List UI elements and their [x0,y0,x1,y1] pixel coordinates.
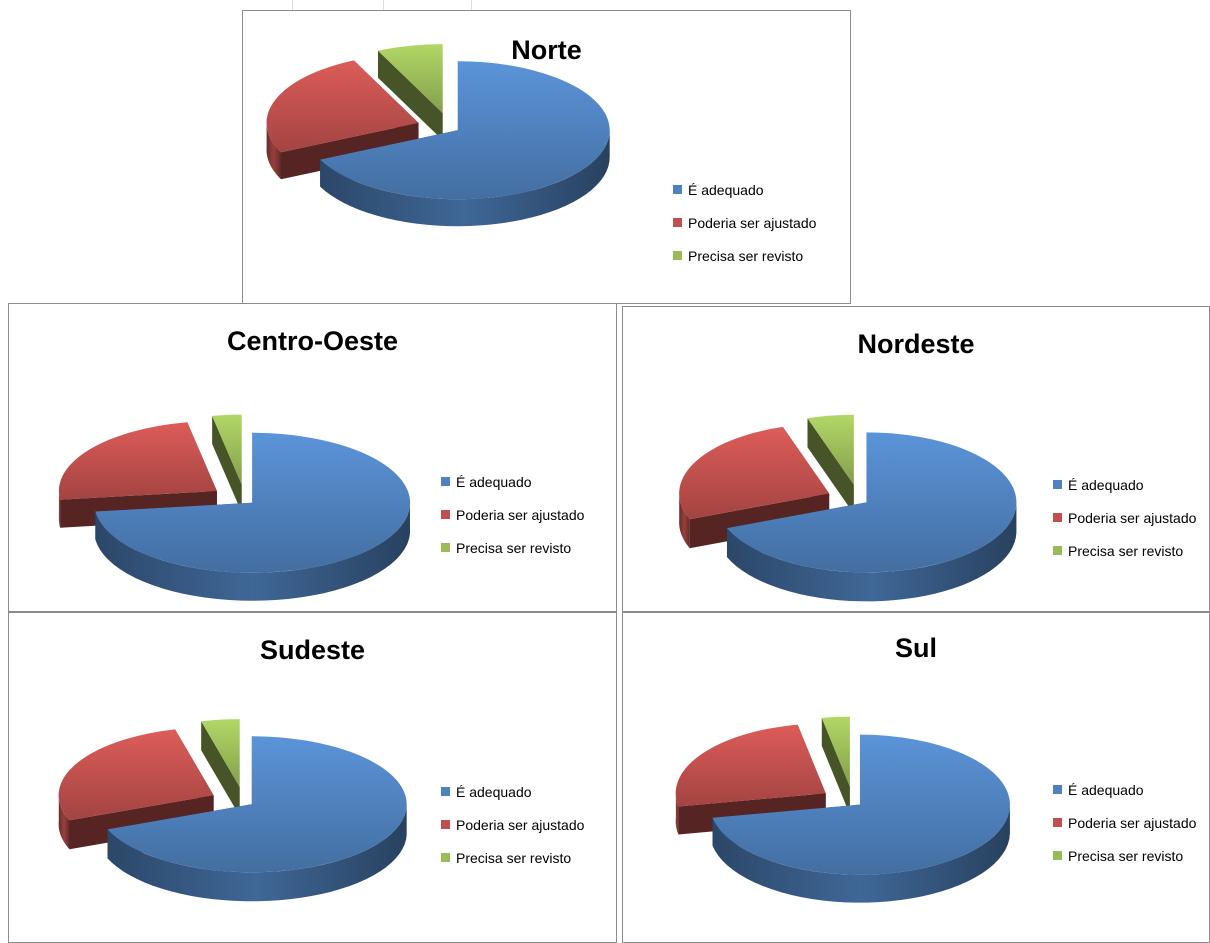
pie-plot [58,719,407,902]
chart-title: Sudeste [259,635,366,665]
legend: É adequado Poderia ser ajustado Precisa se… [441,465,584,564]
chart-title: Nordeste [857,329,975,359]
legend-label: Poderia ser ajustado [1068,509,1197,526]
pie-slice-ajustado [679,426,830,549]
pie-slice-revisto [807,414,854,514]
legend-label: É adequado [456,473,532,490]
chart-sul: Sul É adequado Poderia ser ajustado Precis… [622,612,1210,943]
legend-label: Poderia ser ajustado [688,214,817,231]
chart-nordeste: Nordeste É adequado Poderia ser ajustado P… [622,306,1210,612]
chart-title: Norte [511,35,582,65]
legend-swatch [1053,818,1062,827]
legend-item: É adequado [1053,773,1196,806]
legend-item: Poderia ser ajustado [441,498,584,531]
pie-slice-adequado [95,432,411,601]
legend-label: Poderia ser ajustado [456,816,585,833]
pie-plot [266,44,610,227]
legend-label: Poderia ser ajustado [1068,814,1197,831]
pie-slice-adequado [726,432,1017,602]
pie-slice-revisto [212,414,242,513]
legend-swatch [441,820,450,829]
legend-label: Precisa ser revisto [456,539,572,556]
legend-label: É adequado [688,181,764,198]
legend-swatch [441,543,450,552]
pie-slice-adequado [107,736,407,902]
legend-item: Poderia ser ajustado [441,808,584,841]
sheet-gridline [471,0,472,12]
legend-label: Precisa ser revisto [1068,847,1184,864]
legend-item: Poderia ser ajustado [673,206,816,239]
legend-swatch [441,853,450,862]
legend-item: É adequado [1053,468,1196,501]
legend-item: Precisa ser revisto [441,841,584,874]
legend-item: Precisa ser revisto [673,239,816,272]
pie-plot [679,414,1017,602]
legend-swatch [1053,513,1062,522]
legend-swatch [1053,851,1062,860]
pie-slice-revisto [821,716,850,815]
legend: É adequado Poderia ser ajustado Precisa se… [1053,468,1196,567]
legend-item: Precisa ser revisto [1053,534,1196,567]
pie-slice-ajustado [58,729,214,850]
sheet-gridline [292,0,293,12]
legend-item: Poderia ser ajustado [1053,806,1196,839]
legend-swatch [673,218,682,227]
legend-label: Precisa ser revisto [688,247,804,264]
chart-title: Centro-Oeste [226,326,399,356]
chart-norte: Norte É adequado Poderia ser ajustado Prec… [242,10,851,304]
legend-label: É adequado [1068,476,1144,493]
legend-label: Precisa ser revisto [1068,542,1184,559]
legend-label: É adequado [456,783,532,800]
chart-title: Sul [894,633,937,663]
legend-label: Precisa ser revisto [456,849,572,866]
legend-swatch [1053,785,1062,794]
legend: É adequado Poderia ser ajustado Precisa se… [1053,773,1196,872]
pie-slice-adequado [712,734,1010,903]
pie-slice-ajustado [266,60,419,180]
legend-item: Precisa ser revisto [441,531,584,564]
legend-item: Precisa ser revisto [1053,839,1196,872]
legend-swatch [1053,480,1062,489]
pie-slice-adequado [320,61,610,227]
legend-swatch [441,787,450,796]
pie-plot [58,414,411,601]
legend-item: Poderia ser ajustado [1053,501,1196,534]
pie-plot [675,716,1010,903]
legend-item: É adequado [441,465,584,498]
legend: É adequado Poderia ser ajustado Precisa se… [673,173,816,272]
legend-label: É adequado [1068,781,1144,798]
chart-sudeste: Sudeste É adequado Poderia ser ajustado Pr… [8,612,617,943]
legend-swatch [673,185,682,194]
pie-slice-revisto [377,44,443,141]
legend-item: É adequado [441,775,584,808]
legend-label: Poderia ser ajustado [456,506,585,523]
legend-swatch [441,477,450,486]
legend-swatch [441,510,450,519]
legend-swatch [673,251,682,260]
legend-swatch [1053,546,1062,555]
chart-centro-oeste: Centro-Oeste É adequado Poderia ser ajust… [8,303,617,612]
pie-slice-revisto [201,719,240,817]
sheet-gridline [383,0,384,12]
legend: É adequado Poderia ser ajustado Precisa se… [441,775,584,874]
legend-item: É adequado [673,173,816,206]
